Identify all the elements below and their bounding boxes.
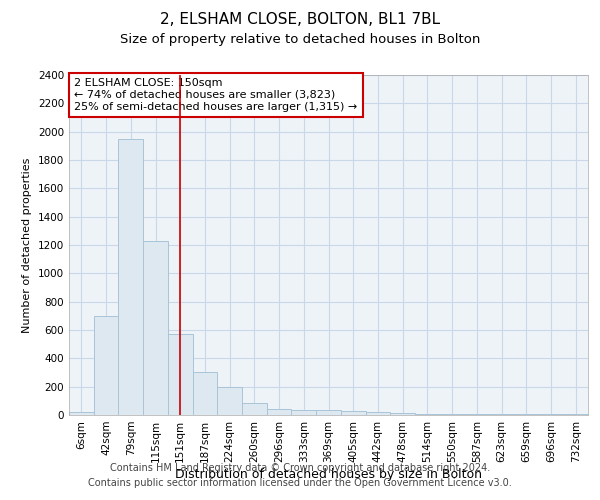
X-axis label: Distribution of detached houses by size in Bolton: Distribution of detached houses by size … <box>175 468 482 480</box>
Bar <box>390 413 415 415</box>
Bar <box>341 411 365 415</box>
Y-axis label: Number of detached properties: Number of detached properties <box>22 158 32 332</box>
Text: 2 ELSHAM CLOSE: 150sqm
← 74% of detached houses are smaller (3,823)
25% of semi-: 2 ELSHAM CLOSE: 150sqm ← 74% of detached… <box>74 78 358 112</box>
Bar <box>440 414 464 415</box>
Bar <box>415 414 440 415</box>
Bar <box>217 386 242 415</box>
Bar <box>69 412 94 415</box>
Bar <box>193 372 217 415</box>
Bar <box>168 334 193 415</box>
Bar <box>464 414 489 415</box>
Bar <box>143 241 168 415</box>
Bar <box>563 414 588 415</box>
Bar <box>94 316 118 415</box>
Bar <box>292 410 316 415</box>
Bar <box>489 414 514 415</box>
Bar <box>316 410 341 415</box>
Bar <box>365 412 390 415</box>
Bar <box>118 138 143 415</box>
Text: Size of property relative to detached houses in Bolton: Size of property relative to detached ho… <box>120 32 480 46</box>
Text: 2, ELSHAM CLOSE, BOLTON, BL1 7BL: 2, ELSHAM CLOSE, BOLTON, BL1 7BL <box>160 12 440 28</box>
Bar <box>514 414 539 415</box>
Bar <box>267 408 292 415</box>
Bar <box>539 414 563 415</box>
Bar <box>242 403 267 415</box>
Text: Contains HM Land Registry data © Crown copyright and database right 2024.
Contai: Contains HM Land Registry data © Crown c… <box>88 462 512 487</box>
